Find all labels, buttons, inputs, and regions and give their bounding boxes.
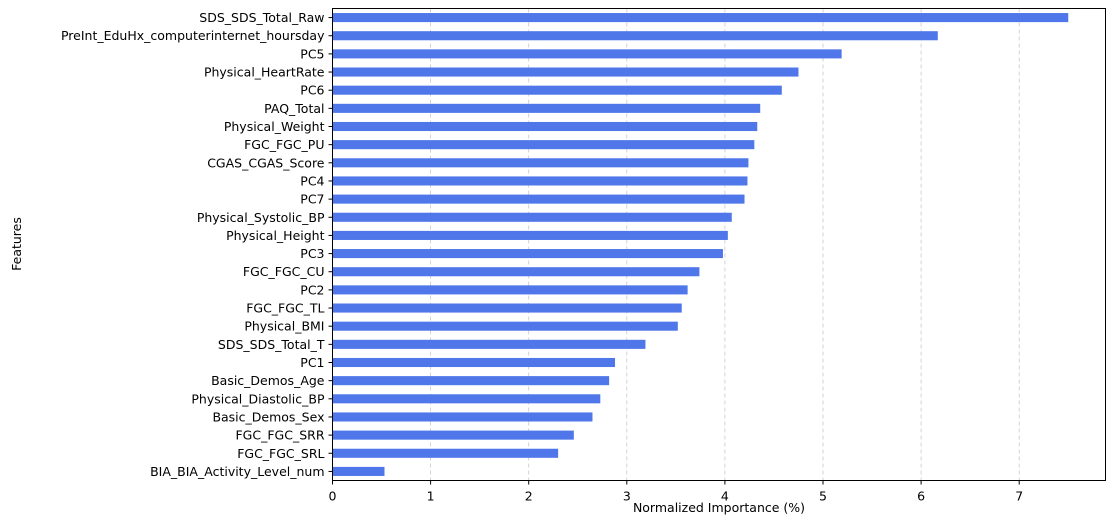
bar-PC7 <box>332 194 745 204</box>
x-tick-labels: 0 1 2 3 4 5 6 7 <box>329 480 1023 504</box>
y-tick-label: Physical_Height <box>226 228 325 243</box>
bar-FGC_FGC_TL <box>332 303 682 313</box>
y-tick-label: Physical_Weight <box>224 119 325 134</box>
y-tick-label: FGC_FGC_PU <box>244 137 324 152</box>
y-tick-label: PreInt_EduHx_computerinternet_hoursday <box>61 28 325 43</box>
bar-FGC_FGC_PU <box>332 140 755 150</box>
x-tick-label: 1 <box>427 489 435 504</box>
bar-FGC_FGC_SRR <box>332 430 574 440</box>
bar-FGC_FGC_SRL <box>332 448 559 458</box>
x-tick-label: 5 <box>819 489 827 504</box>
bar-Physical_HeartRate <box>332 67 799 77</box>
bar-Physical_Systolic_BP <box>332 212 732 222</box>
x-tick-label: 3 <box>623 489 631 504</box>
bar-Physical_Weight <box>332 121 758 132</box>
y-tick-label: Physical_Systolic_BP <box>197 210 325 225</box>
y-tick-label: SDS_SDS_Total_Raw <box>199 10 324 25</box>
bar-PAQ_Total <box>332 103 761 113</box>
x-axis-label: Normalized Importance (%) <box>633 500 805 515</box>
bar-BIA_BIA_Activity_Level_num <box>332 466 385 476</box>
y-tick-label: Physical_BMI <box>244 319 324 334</box>
y-tick-label: PC5 <box>300 46 324 61</box>
plot-frame <box>332 8 1106 481</box>
y-axis-label: Features <box>9 217 24 271</box>
bar-PreInt_EduHx_computerinternet_hoursday <box>332 31 938 41</box>
y-tick-label: FGC_FGC_CU <box>243 264 325 279</box>
bar-Physical_Diastolic_BP <box>332 394 601 404</box>
bar-Basic_Demos_Age <box>332 376 610 386</box>
y-tick-label: PC2 <box>300 282 324 297</box>
y-tick-label: FGC_FGC_SRR <box>235 428 324 443</box>
bar-SDS_SDS_Total_Raw <box>332 13 1069 23</box>
y-tick-label: PC6 <box>300 83 324 98</box>
bars <box>332 13 1069 476</box>
bar-PC3 <box>332 249 723 259</box>
y-tick-label: PC7 <box>300 192 324 207</box>
x-tick-label: 0 <box>329 489 337 504</box>
bar-PC2 <box>332 285 688 295</box>
bar-Physical_BMI <box>332 321 678 331</box>
y-tick-label: Basic_Demos_Age <box>211 373 325 388</box>
x-tick-label: 2 <box>525 489 533 504</box>
y-tick-label: PC4 <box>300 173 324 188</box>
bar-Physical_Height <box>332 230 728 240</box>
bar-CGAS_CGAS_Score <box>332 158 749 168</box>
x-tick-label: 6 <box>917 489 925 504</box>
y-tick-label: FGC_FGC_TL <box>246 301 324 316</box>
bar-PC4 <box>332 176 748 186</box>
x-tick-label: 7 <box>1015 489 1023 504</box>
bar-PC5 <box>332 49 842 59</box>
gridlines <box>430 8 1020 481</box>
y-tick-label: Basic_Demos_Sex <box>212 409 324 424</box>
bar-PC6 <box>332 85 782 95</box>
y-tick-labels: SDS_SDS_Total_Raw PreInt_EduHx_computerin… <box>61 10 333 479</box>
bar-SDS_SDS_Total_T <box>332 339 646 349</box>
bar-FGC_FGC_CU <box>332 267 700 277</box>
y-tick-label: SDS_SDS_Total_T <box>218 337 325 352</box>
x-tick-label: 4 <box>721 489 729 504</box>
y-tick-label: Physical_Diastolic_BP <box>191 391 325 406</box>
y-tick-label: PC1 <box>300 355 324 370</box>
bar-PC1 <box>332 357 616 368</box>
bar-Basic_Demos_Sex <box>332 412 593 422</box>
y-tick-label: CGAS_CGAS_Score <box>207 155 325 170</box>
y-tick-label: FGC_FGC_SRL <box>237 446 324 461</box>
y-tick-label: BIA_BIA_Activity_Level_num <box>150 464 324 479</box>
y-tick-label: PC3 <box>300 246 324 261</box>
y-tick-label: PAQ_Total <box>264 101 324 116</box>
y-tick-label: Physical_HeartRate <box>204 65 325 80</box>
